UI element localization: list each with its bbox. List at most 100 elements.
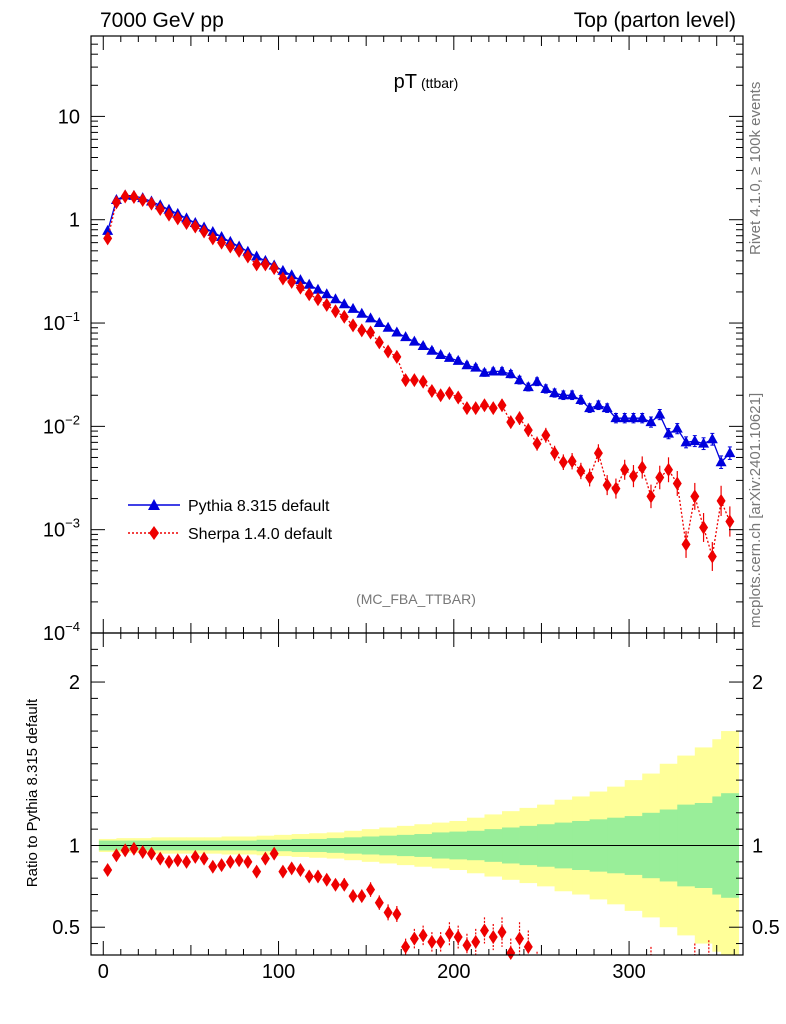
data-point-triangle bbox=[514, 374, 526, 385]
data-point-diamond bbox=[558, 455, 568, 470]
data-point-diamond bbox=[453, 390, 463, 405]
data-point-diamond bbox=[173, 211, 183, 226]
data-point-diamond bbox=[541, 428, 551, 443]
data-point-triangle bbox=[575, 393, 587, 404]
data-point-triangle bbox=[636, 412, 648, 423]
data-point-diamond bbox=[146, 196, 156, 211]
ratio-point-diamond bbox=[190, 849, 200, 864]
data-point-diamond bbox=[217, 235, 227, 250]
data-point-diamond bbox=[164, 207, 174, 222]
data-point-diamond bbox=[637, 460, 647, 475]
data-point-diamond bbox=[567, 454, 577, 469]
data-point-triangle bbox=[715, 456, 727, 467]
data-point-triangle bbox=[356, 307, 368, 318]
ratio-point-diamond bbox=[243, 854, 253, 869]
data-point-diamond bbox=[366, 325, 376, 340]
data-point-diamond bbox=[488, 401, 498, 416]
main-axis-ticks: 10 1 10−1 10−2 10−3 10−4 bbox=[43, 35, 743, 645]
data-point-diamond bbox=[322, 297, 332, 312]
data-point-diamond bbox=[672, 476, 682, 491]
data-point-diamond bbox=[532, 436, 542, 451]
data-point-triangle bbox=[443, 351, 455, 362]
data-point-triangle bbox=[338, 298, 350, 309]
data-point-triangle bbox=[365, 312, 377, 323]
data-point-diamond bbox=[707, 549, 717, 564]
x-tick-label: 200 bbox=[437, 961, 470, 983]
data-point-diamond bbox=[252, 257, 262, 272]
data-point-diamond bbox=[523, 423, 533, 438]
data-point-triangle bbox=[251, 250, 263, 261]
ratio-point-diamond bbox=[225, 854, 235, 869]
plot-title-sub: (ttbar) bbox=[421, 75, 458, 91]
data-point-triangle bbox=[706, 433, 718, 444]
data-point-diamond bbox=[585, 470, 595, 485]
data-point-diamond bbox=[725, 514, 735, 529]
data-point-diamond bbox=[576, 463, 586, 478]
data-point-diamond bbox=[418, 374, 428, 389]
ratio-point-diamond bbox=[129, 841, 139, 856]
data-point-diamond bbox=[190, 219, 200, 234]
ratio-point-diamond bbox=[120, 843, 130, 858]
ratio-point-diamond bbox=[366, 882, 376, 897]
data-point-triangle bbox=[321, 288, 333, 299]
data-point-triangle bbox=[540, 382, 552, 393]
ratio-point-diamond bbox=[357, 889, 367, 904]
x-tick-label: 300 bbox=[612, 961, 645, 983]
y-tick-label: 10−3 bbox=[43, 516, 80, 542]
ratio-point-diamond bbox=[331, 877, 340, 892]
series-line bbox=[107, 194, 731, 464]
data-point-triangle bbox=[566, 389, 578, 400]
ratio-point-diamond bbox=[304, 869, 314, 884]
data-point-diamond bbox=[655, 470, 665, 485]
data-point-diamond bbox=[103, 231, 113, 246]
data-point-triangle bbox=[496, 365, 508, 376]
data-point-diamond bbox=[628, 469, 638, 484]
ratio-point-diamond bbox=[401, 939, 411, 954]
y-tick-label: 10−1 bbox=[43, 309, 80, 335]
ratio-series bbox=[103, 841, 710, 960]
ratio-point-diamond bbox=[348, 889, 358, 904]
data-point-triangle bbox=[408, 335, 420, 346]
header-left: 7000 GeV pp bbox=[100, 9, 224, 32]
x-tick-label: 100 bbox=[262, 961, 295, 983]
data-point-diamond bbox=[295, 280, 305, 295]
data-point-triangle bbox=[426, 344, 438, 355]
ratio-point-diamond bbox=[164, 854, 174, 869]
data-point-diamond bbox=[331, 304, 340, 319]
data-point-diamond bbox=[313, 292, 323, 307]
ratio-point-diamond bbox=[217, 858, 227, 873]
ratio-point-diamond bbox=[111, 848, 121, 863]
ratio-point-diamond bbox=[287, 861, 297, 876]
data-point-diamond bbox=[357, 323, 367, 338]
ratio-y-tick-label-right: 0.5 bbox=[752, 917, 780, 939]
ratio-point-diamond bbox=[453, 930, 463, 945]
ratio-point-diamond bbox=[103, 863, 113, 878]
legend-sherpa-label: Sherpa 1.4.0 default bbox=[188, 526, 333, 543]
data-point-triangle bbox=[470, 361, 482, 372]
data-point-diamond bbox=[182, 215, 192, 230]
data-point-triangle bbox=[601, 402, 613, 413]
data-point-triangle bbox=[478, 366, 490, 377]
data-point-triangle bbox=[207, 226, 219, 237]
y-tick-label: 1 bbox=[69, 210, 80, 232]
data-point-triangle bbox=[505, 368, 517, 379]
data-point-diamond bbox=[716, 493, 726, 508]
ratio-point-diamond bbox=[409, 931, 419, 946]
ratio-point-diamond bbox=[374, 895, 384, 910]
data-point-diamond bbox=[287, 274, 297, 289]
data-point-triangle bbox=[487, 365, 499, 376]
data-point-triangle bbox=[654, 408, 666, 419]
plot-title: pT bbox=[394, 71, 417, 93]
data-point-triangle bbox=[689, 435, 701, 446]
y-tick-label: 10−2 bbox=[43, 412, 80, 438]
ratio-point-diamond bbox=[488, 930, 498, 945]
ratio-point-diamond bbox=[155, 851, 165, 866]
data-point-diamond bbox=[392, 349, 402, 364]
data-point-diamond bbox=[111, 195, 121, 210]
ratio-point-diamond bbox=[339, 877, 349, 892]
data-point-triangle bbox=[400, 331, 412, 342]
data-point-diamond bbox=[506, 415, 516, 430]
ratio-point-diamond bbox=[252, 864, 262, 879]
data-point-triangle bbox=[435, 349, 447, 360]
